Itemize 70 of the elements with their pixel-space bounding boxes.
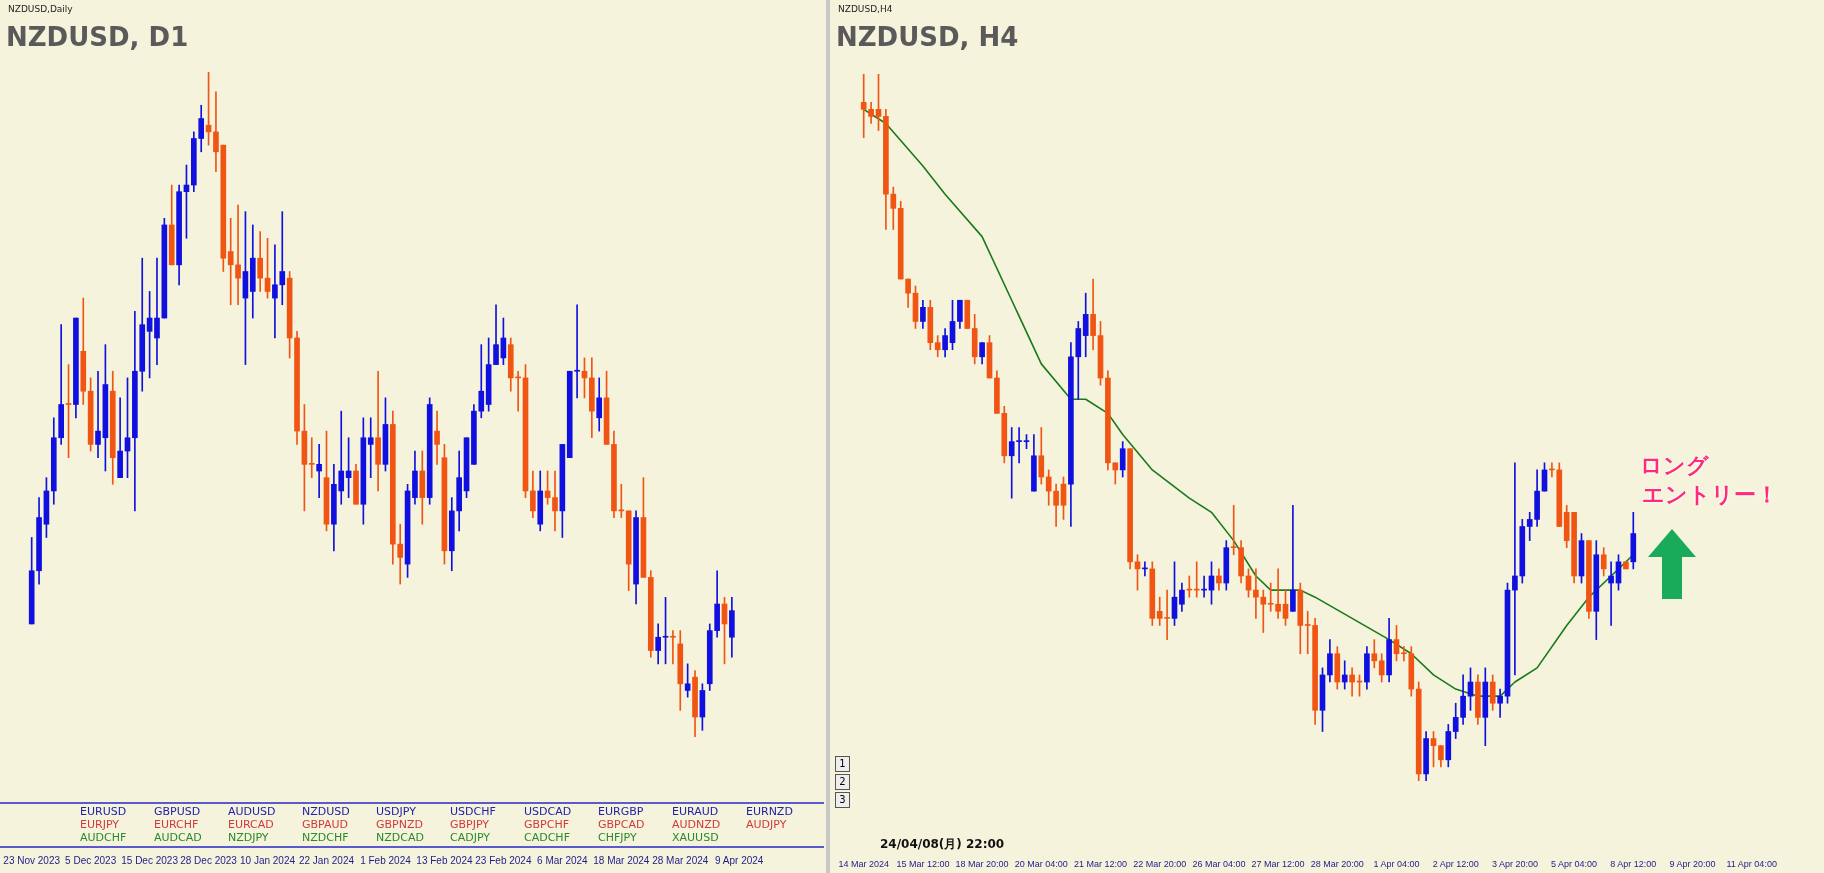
text: NZDUSD bbox=[302, 805, 350, 818]
text: USDCAD bbox=[524, 805, 572, 818]
text: NZDCAD bbox=[376, 831, 424, 844]
text: GBPCAD bbox=[598, 818, 645, 831]
annotation: ロング bbox=[1640, 452, 1709, 479]
text: 2 bbox=[835, 774, 850, 790]
text: EURCHF bbox=[154, 818, 199, 831]
x-tick-label: 28 Mar 20:00 bbox=[1310, 858, 1364, 869]
text: NZDCHF bbox=[302, 831, 349, 844]
candlestick bbox=[964, 299, 971, 329]
candlestick bbox=[1623, 561, 1629, 570]
text: EURGBP bbox=[598, 805, 644, 818]
text: AUDJPY bbox=[746, 818, 787, 831]
text: USDJPY bbox=[376, 805, 416, 818]
x-tick-label: 13 Feb 2024 bbox=[416, 854, 473, 866]
chart-title: NZDUSD, D1 bbox=[6, 22, 189, 52]
x-tick-label: 27 Mar 12:00 bbox=[1251, 858, 1305, 869]
x-tick-label: 5 Dec 2023 bbox=[65, 854, 117, 866]
x-tick-label: 10 Jan 2024 bbox=[240, 854, 296, 866]
x-tick-label: 9 Apr 20:00 bbox=[1669, 858, 1716, 869]
x-tick-label: 23 Feb 2024 bbox=[475, 854, 532, 866]
x-tick-label: 22 Jan 2024 bbox=[298, 854, 355, 866]
x-tick-label: 26 Mar 04:00 bbox=[1192, 858, 1246, 869]
x-tick-label: 20 Mar 04:00 bbox=[1014, 858, 1068, 869]
x-tick-label: 28 Dec 2023 bbox=[180, 854, 238, 866]
x-tick-label: 6 Mar 2024 bbox=[537, 854, 589, 866]
text: EURJPY bbox=[80, 818, 119, 831]
text: 24/04/08(月) 22:00 bbox=[880, 836, 1005, 853]
text: GBPCHF bbox=[524, 818, 569, 831]
x-tick-label: 18 Mar 20:00 bbox=[955, 858, 1009, 869]
text: XAUUSD bbox=[672, 831, 719, 844]
x-tick-label: 3 Apr 20:00 bbox=[1491, 858, 1538, 869]
text: CADJPY bbox=[450, 831, 491, 844]
annotation: エントリー！ bbox=[1642, 481, 1778, 508]
text: GBPUSD bbox=[154, 805, 201, 818]
text: CADCHF bbox=[524, 831, 570, 844]
x-tick-label: 21 Mar 12:00 bbox=[1073, 858, 1128, 869]
x-tick-label: 15 Mar 12:00 bbox=[896, 858, 950, 869]
x-tick-label: 2 Apr 12:00 bbox=[1432, 858, 1479, 869]
x-tick-label: 1 Apr 04:00 bbox=[1373, 858, 1420, 869]
x-tick-label: 8 Apr 12:00 bbox=[1610, 858, 1657, 869]
x-tick-label: 5 Apr 04:00 bbox=[1551, 858, 1598, 869]
x-tick-label: 28 Mar 2024 bbox=[652, 854, 709, 866]
text: GBPAUD bbox=[302, 818, 349, 831]
text: GBPJPY bbox=[450, 818, 490, 831]
text: 1 bbox=[835, 756, 850, 772]
x-tick-label: 11 Apr 04:00 bbox=[1726, 858, 1777, 869]
text: CHFJPY bbox=[598, 831, 637, 844]
x-tick-label: 15 Dec 2023 bbox=[121, 854, 179, 866]
text: AUDNZD bbox=[672, 818, 721, 831]
x-tick-label: 23 Nov 2023 bbox=[3, 854, 61, 866]
text: AUDCAD bbox=[154, 831, 202, 844]
text: USDCHF bbox=[450, 805, 496, 818]
text: EURNZD bbox=[746, 805, 793, 818]
text: NZDJPY bbox=[228, 831, 269, 844]
text: EURAUD bbox=[672, 805, 719, 818]
text: EURCAD bbox=[228, 818, 274, 831]
chart-subtitle: NZDUSD,H4 bbox=[838, 4, 893, 14]
x-tick-label: 9 Apr 2024 bbox=[715, 854, 764, 866]
text: AUDCHF bbox=[80, 831, 127, 844]
chart-title: NZDUSD, H4 bbox=[836, 22, 1019, 52]
text: AUDUSD bbox=[228, 805, 276, 818]
text: 3 bbox=[835, 792, 850, 808]
chart-subtitle: NZDUSD,Daily bbox=[8, 4, 73, 14]
x-tick-label: 1 Feb 2024 bbox=[360, 854, 412, 866]
x-tick-label: 14 Mar 2024 bbox=[838, 858, 889, 869]
text: GBPNZD bbox=[376, 818, 423, 831]
text: EURUSD bbox=[80, 805, 127, 818]
x-tick-label: 22 Mar 20:00 bbox=[1133, 858, 1187, 869]
x-tick-label: 18 Mar 2024 bbox=[593, 854, 650, 866]
